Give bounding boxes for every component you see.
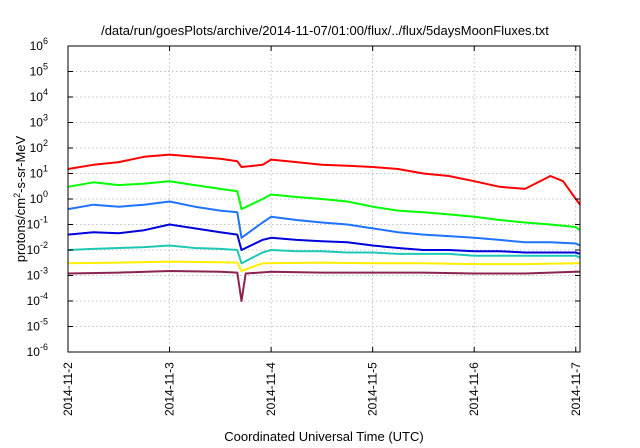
y-axis-ticks: 10-610-510-410-310-210-11001011021031041… xyxy=(27,36,580,359)
series-line xyxy=(67,200,581,247)
data-series xyxy=(67,153,581,302)
y-tick-label: 10-6 xyxy=(27,342,48,359)
y-axis-label: protons/cm2-s-sr-MeV xyxy=(12,135,28,262)
series-line xyxy=(67,223,581,255)
y-tick-base: 10 xyxy=(30,192,44,206)
y-tick-exponent: -6 xyxy=(40,342,48,352)
y-tick-label: 106 xyxy=(30,36,48,53)
y-tick-exponent: 6 xyxy=(43,36,48,46)
y-tick-exponent: -4 xyxy=(40,291,48,301)
y-tick-base: 10 xyxy=(30,39,44,53)
y-tick-exponent: -3 xyxy=(40,266,48,276)
series-line xyxy=(67,260,580,272)
chart-title: /data/run/goesPlots/archive/2014-11-07/0… xyxy=(101,23,549,38)
y-tick-base: 10 xyxy=(27,345,41,359)
y-tick-base: 10 xyxy=(27,269,41,283)
y-tick-label: 100 xyxy=(30,189,48,206)
y-tick-label: 10-1 xyxy=(27,215,48,232)
y-tick-base: 10 xyxy=(30,167,44,181)
y-tick-base: 10 xyxy=(27,243,41,257)
x-axis-label: Coordinated Universal Time (UTC) xyxy=(224,429,423,444)
y-axis-label-sup: 2 xyxy=(12,193,22,198)
y-tick-label: 10-2 xyxy=(27,240,48,257)
x-axis-ticks: 2014-11-2 2014-11-3 2014-11-4 2014-11-5 2014… xyxy=(61,46,583,416)
y-tick-label: 10-5 xyxy=(27,317,48,334)
y-tick-base: 10 xyxy=(27,320,41,334)
x-tick-label: 2014-11-7 xyxy=(569,362,583,416)
y-tick-exponent: 4 xyxy=(43,87,48,97)
y-tick-base: 10 xyxy=(30,141,44,155)
x-tick-label: 2014-11-4 xyxy=(264,362,278,416)
x-tick-label: 2014-11-3 xyxy=(163,362,177,416)
series-line xyxy=(67,153,581,206)
y-tick-label: 103 xyxy=(30,113,48,130)
y-tick-exponent: 5 xyxy=(43,62,48,72)
y-tick-exponent: 3 xyxy=(43,113,48,123)
y-tick-label: 10-3 xyxy=(27,266,48,283)
x-tick-label: 2014-11-5 xyxy=(366,362,380,416)
x-tick-label: 2014-11-2 xyxy=(61,362,75,416)
series-line xyxy=(67,270,580,302)
y-tick-label: 102 xyxy=(30,138,48,155)
y-tick-exponent: 1 xyxy=(43,164,48,174)
y-axis-label-pre: protons/cm xyxy=(13,198,28,262)
y-tick-base: 10 xyxy=(30,116,44,130)
y-tick-exponent: 2 xyxy=(43,138,48,148)
y-tick-exponent: -2 xyxy=(40,240,48,250)
y-tick-label: 104 xyxy=(30,87,48,104)
x-tick-label: 2014-11-6 xyxy=(467,362,481,416)
series-line xyxy=(67,244,581,265)
y-tick-base: 10 xyxy=(30,90,44,104)
y-tick-base: 10 xyxy=(27,218,41,232)
series-line xyxy=(67,180,581,231)
y-tick-exponent: -1 xyxy=(40,215,48,225)
y-tick-label: 10-4 xyxy=(27,291,48,308)
y-axis-label-post: -s-sr-MeV xyxy=(13,135,28,192)
y-tick-exponent: 0 xyxy=(43,189,48,199)
y-tick-exponent: -5 xyxy=(40,317,48,327)
y-tick-label: 101 xyxy=(30,164,48,181)
y-tick-base: 10 xyxy=(30,65,44,79)
y-tick-base: 10 xyxy=(27,294,41,308)
y-tick-label: 105 xyxy=(30,62,48,79)
